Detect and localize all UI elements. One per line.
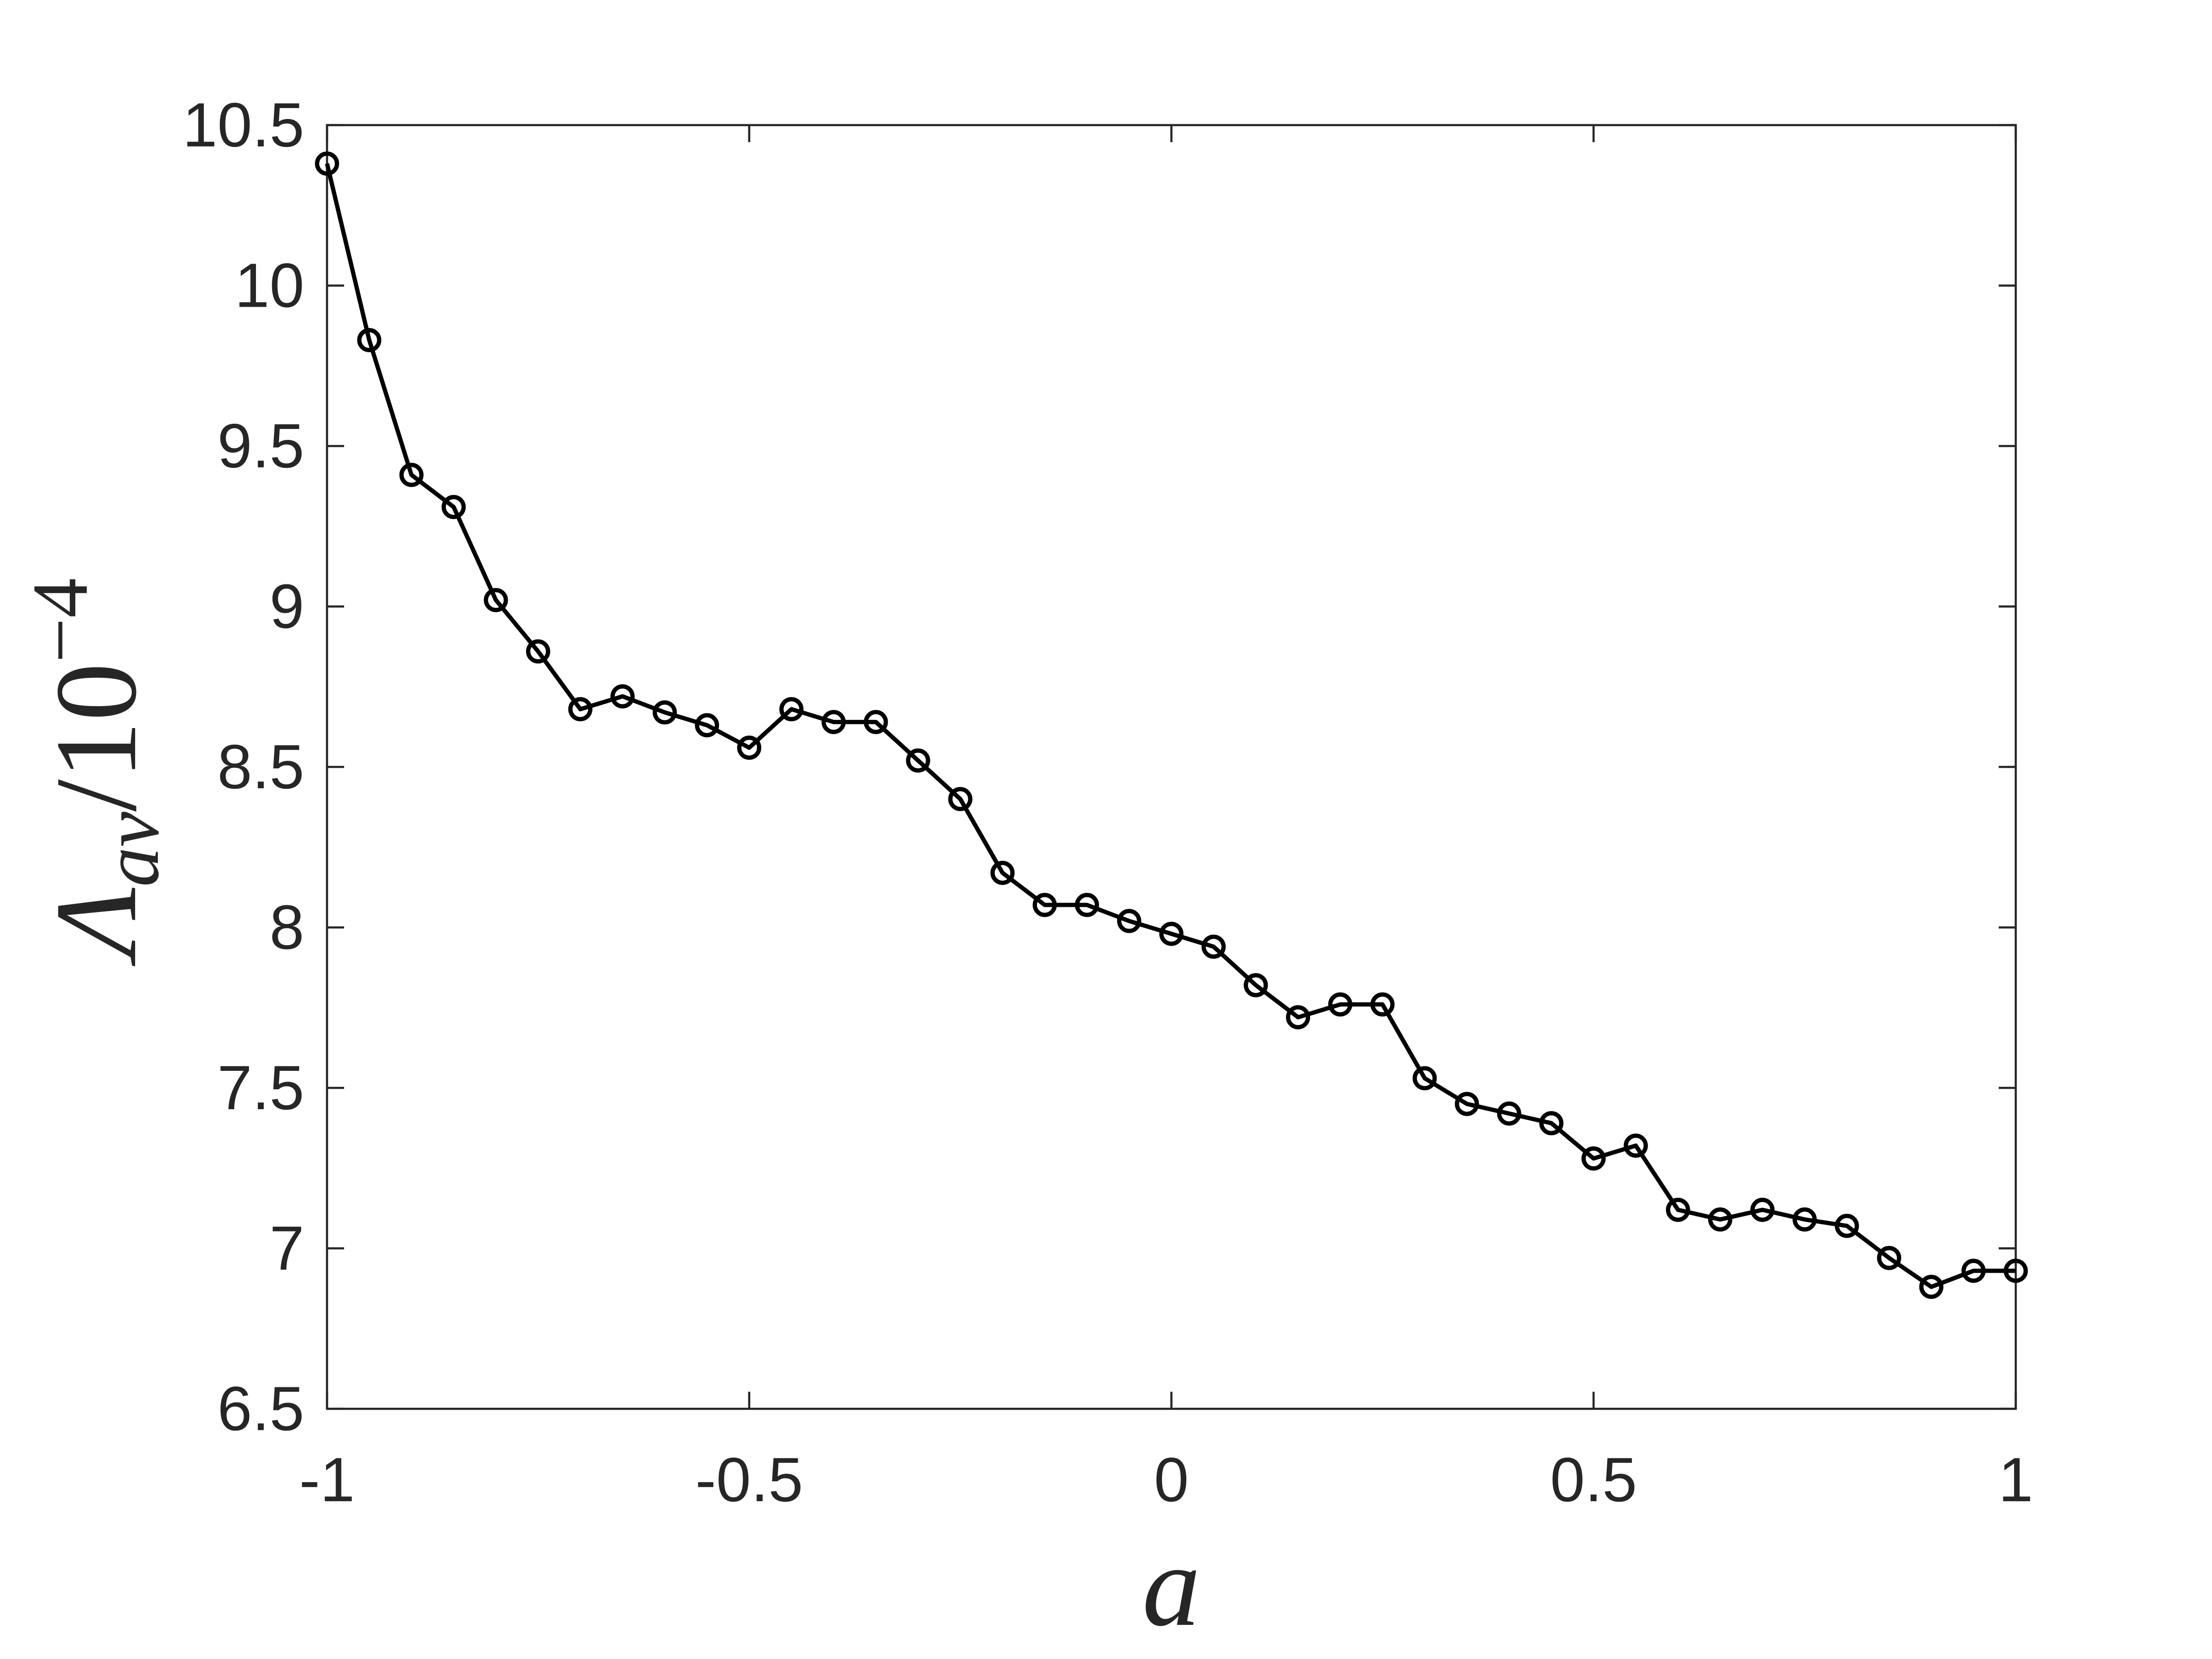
- x-tick-label: 0: [1154, 1445, 1189, 1514]
- data-point: [695, 713, 719, 738]
- data-point: [1412, 1066, 1437, 1091]
- data-point: [357, 328, 382, 353]
- data-point: [526, 639, 550, 664]
- y-tick-label: 9.5: [218, 411, 304, 481]
- y-tick-label: 8.5: [218, 732, 304, 802]
- data-point: [1877, 1246, 1902, 1270]
- x-tick-label: 0.5: [1550, 1445, 1637, 1514]
- data-point: [610, 684, 635, 709]
- data-point: [1497, 1101, 1521, 1126]
- data-point: [906, 748, 930, 773]
- data-point: [1708, 1207, 1732, 1232]
- x-tick-label: -0.5: [695, 1445, 803, 1514]
- data-point: [1835, 1213, 1859, 1238]
- data-point: [1159, 921, 1183, 946]
- data-point: [1455, 1092, 1479, 1116]
- data-line: [325, 163, 2016, 1289]
- y-tick-label: 9: [270, 571, 304, 641]
- data-point: [1328, 992, 1353, 1017]
- y-label-sep: /10: [32, 663, 161, 811]
- y-label-sup: −4: [16, 578, 104, 663]
- x-axis-label: a: [1142, 1522, 1201, 1650]
- data-point: [1032, 893, 1057, 917]
- plot-frame: [326, 124, 2017, 1410]
- data-point: [1074, 893, 1099, 917]
- data-point: [990, 860, 1015, 885]
- y-tick-label: 7: [270, 1213, 304, 1283]
- y-tick-label: 10: [235, 250, 304, 320]
- data-point: [948, 787, 973, 811]
- data-point: [1961, 1258, 1986, 1283]
- data-point: [779, 697, 804, 721]
- y-tick-label: 8: [270, 893, 304, 962]
- data-point: [483, 588, 508, 612]
- data-point: [1919, 1275, 1944, 1299]
- data-point: [1750, 1197, 1775, 1222]
- x-tick-label: 1: [1998, 1445, 2033, 1514]
- data-point: [821, 710, 846, 734]
- data-point: [1244, 973, 1268, 997]
- data-point: [1793, 1207, 1817, 1232]
- data-point: [653, 700, 677, 725]
- data-point: [1581, 1146, 1606, 1171]
- data-point: [441, 495, 466, 520]
- y-label-sub: av: [87, 811, 175, 887]
- data-point: [1202, 934, 1226, 959]
- data-point: [1370, 992, 1395, 1017]
- y-tick-label: 10.5: [182, 90, 304, 160]
- data-point: [315, 151, 339, 176]
- data-point: [568, 697, 592, 721]
- y-tick-label: 6.5: [218, 1374, 304, 1443]
- y-axis-label: Λav/10−4: [16, 578, 175, 967]
- data-point: [2003, 1258, 2028, 1283]
- y-label-main: Λ: [32, 887, 161, 967]
- data-point: [399, 463, 424, 487]
- data-point: [1117, 909, 1141, 933]
- data-point: [1539, 1111, 1564, 1136]
- data-point: [737, 735, 762, 760]
- x-tick-label: -1: [299, 1445, 355, 1514]
- data-point: [864, 710, 888, 734]
- data-point: [1286, 1005, 1311, 1030]
- y-tick-label: 7.5: [218, 1053, 304, 1122]
- data-point: [1623, 1133, 1648, 1158]
- data-point: [1666, 1197, 1690, 1222]
